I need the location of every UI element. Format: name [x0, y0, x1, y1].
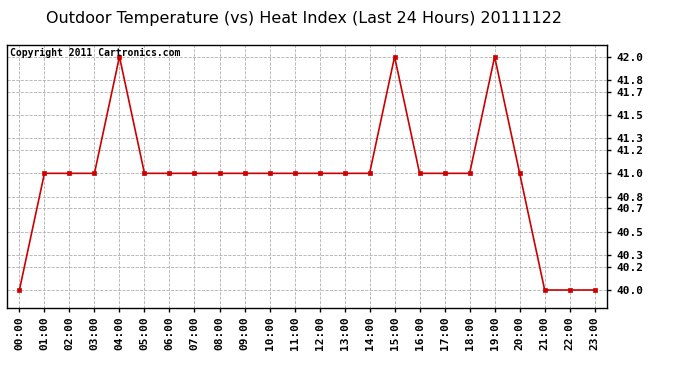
Text: Copyright 2011 Cartronics.com: Copyright 2011 Cartronics.com	[10, 48, 180, 58]
Text: Outdoor Temperature (vs) Heat Index (Last 24 Hours) 20111122: Outdoor Temperature (vs) Heat Index (Las…	[46, 11, 562, 26]
